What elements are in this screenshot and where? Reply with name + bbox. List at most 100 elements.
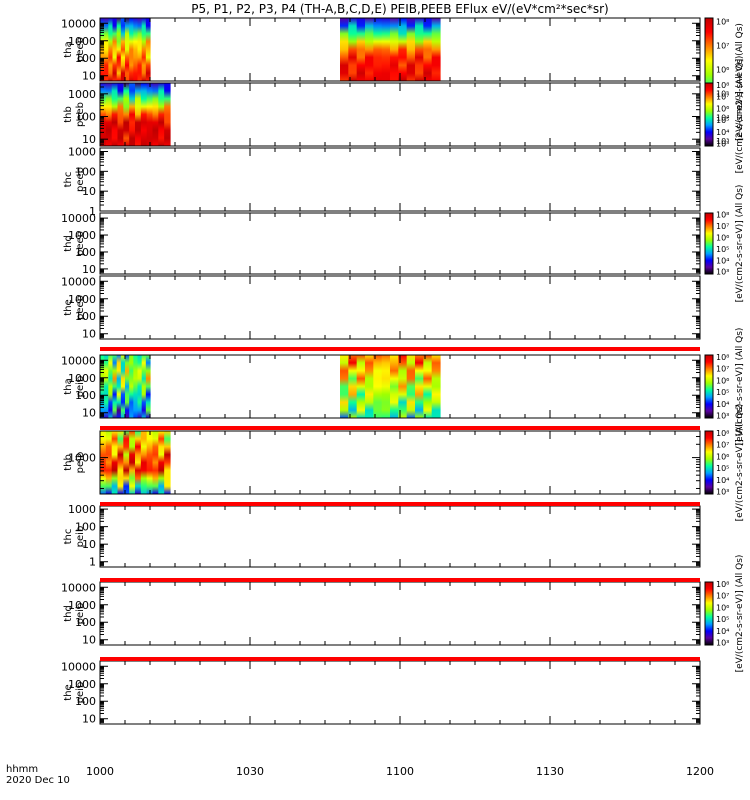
spectrogram-column <box>152 83 159 146</box>
spectrogram-column <box>137 355 143 418</box>
y-axis-label: the <box>63 299 74 315</box>
spectrogram-column <box>129 431 136 494</box>
spectrogram-column <box>116 355 122 418</box>
spectrogram-column <box>137 18 143 81</box>
spectrogram-column <box>152 431 159 494</box>
spectrogram-column <box>129 83 136 146</box>
y-tick-label: 10 <box>82 185 96 198</box>
colorbar-tick-label: 10³ <box>716 488 729 497</box>
y-axis-label: the <box>63 684 74 700</box>
y-tick-label: 1 <box>89 205 96 218</box>
y-axis-label: peeb <box>75 167 86 192</box>
y-tick-label: 10 <box>82 634 96 647</box>
colorbar-label: [eV/(cm2-s-sr-eV)] (All Qs) <box>735 328 745 446</box>
colorbar-label: [eV/(cm2-s-sr-eV)] (All Qs) <box>735 185 745 303</box>
colorbar-tick-label: 10⁸ <box>716 429 729 438</box>
x-tick-label: 1130 <box>536 765 564 778</box>
y-tick-label: 1000 <box>68 293 96 306</box>
no-data-bar <box>100 426 700 430</box>
panel-the-peeb: 10 100 1000 10000 the peeb <box>61 275 701 341</box>
spectrogram-column <box>146 83 154 146</box>
spectrogram-column <box>133 355 139 418</box>
panel-thd-peib: 10 100 1000 10000 thd peib 10³ 10⁴ 10⁵ 10⁶ 10⁷ 10⁸ [… <box>61 555 745 673</box>
colorbar-tick-label: 10³ <box>716 137 729 146</box>
y-tick-label: 10000 <box>61 660 96 673</box>
spectrogram-column <box>373 355 383 418</box>
colorbar-tick-label: 10³ <box>716 268 729 277</box>
spectrogram-column <box>431 355 441 418</box>
colorbar-tick-label: 10⁸ <box>716 580 729 589</box>
no-data-bar <box>100 502 700 506</box>
colorbar-tick-label: 10⁵ <box>716 116 729 125</box>
colorbar-tick-label: 10⁵ <box>716 89 729 98</box>
spectrogram-column <box>129 18 134 81</box>
y-axis-label: peeb <box>75 37 86 62</box>
spectrogram-column <box>158 83 165 146</box>
spectrogram-column <box>340 355 349 418</box>
spectrogram-column <box>406 355 416 418</box>
colorbar-strip <box>704 430 714 495</box>
spectrogram-column <box>390 18 399 81</box>
y-axis-label: peib <box>75 452 86 474</box>
spectrogram-column <box>398 355 408 418</box>
y-axis-label: thb <box>63 454 74 471</box>
spectrogram-column <box>415 18 424 81</box>
y-tick-label: 10 <box>82 713 96 726</box>
spectrogram-column <box>390 355 399 418</box>
y-tick-label: 1000 <box>68 599 96 612</box>
colorbar-strip <box>704 581 714 646</box>
colorbar-tick-label: 10⁶ <box>716 65 729 74</box>
y-axis-label: peib <box>75 526 86 548</box>
spectrogram-column <box>135 83 142 146</box>
panel-frame <box>99 212 701 275</box>
spectrogram-column <box>100 431 107 494</box>
panel-thc-peeb: 1 10 100 1000 thc peeb <box>63 145 701 218</box>
spectrogram-column <box>423 18 433 81</box>
spectrogram-column <box>129 355 134 418</box>
y-tick-label: 100 <box>75 110 96 123</box>
spectrogram-column <box>164 431 171 494</box>
spectrogram-column <box>365 18 374 81</box>
y-axis-label: peib <box>75 682 86 704</box>
colorbar-tick-label: 10⁵ <box>716 464 729 473</box>
y-tick-label: 1000 <box>68 452 96 465</box>
panel-frame <box>99 147 701 212</box>
spectrogram-column <box>340 18 349 81</box>
colorbar-tick-label: 10⁷ <box>716 93 729 102</box>
spectrogram-column <box>112 355 118 418</box>
x-tick-label: 1030 <box>236 765 264 778</box>
colorbar-tick-label: 10⁵ <box>716 388 729 397</box>
y-tick-label: 10000 <box>61 212 96 225</box>
spectrogram-column <box>398 18 408 81</box>
y-tick-label: 10 <box>82 133 96 146</box>
colorbar-tick-label: 10⁶ <box>716 603 729 612</box>
spectrogram-column <box>108 355 114 418</box>
spectrogram-column <box>164 83 171 146</box>
spectrogram-column <box>123 83 130 146</box>
spectrogram-column <box>120 355 126 418</box>
spectrogram-column <box>105 83 113 146</box>
colorbar-strip <box>704 212 714 275</box>
panel-frame <box>99 505 701 568</box>
colorbar-tick-label: 10⁴ <box>716 476 729 485</box>
y-tick-label: 1000 <box>68 503 96 516</box>
y-tick-label: 10 <box>82 263 96 276</box>
y-tick-label: 1 <box>89 556 96 569</box>
colorbar-tick-label: 10⁸ <box>716 18 729 27</box>
colorbar-strip <box>704 354 714 419</box>
y-tick-label: 10000 <box>61 17 96 30</box>
spectrogram-column <box>158 431 165 494</box>
colorbar-tick-label: 10⁷ <box>716 592 729 601</box>
colorbar-tick-label: 10⁶ <box>716 104 729 113</box>
colorbar-label: [eV/(cm2-s-sr-eV)] (All Qs) <box>735 555 745 673</box>
colorbar-tick-label: 10⁷ <box>716 365 729 374</box>
y-axis-label: peib <box>75 603 86 625</box>
spectrogram-column <box>125 18 130 81</box>
spectrogram-column <box>135 431 142 494</box>
y-tick-label: 100 <box>75 52 96 65</box>
spectrogram-column <box>423 355 433 418</box>
colorbar-tick-label: 10⁸ <box>716 81 729 90</box>
spectrogram-column <box>104 355 109 418</box>
y-tick-label: 100 <box>75 616 96 629</box>
